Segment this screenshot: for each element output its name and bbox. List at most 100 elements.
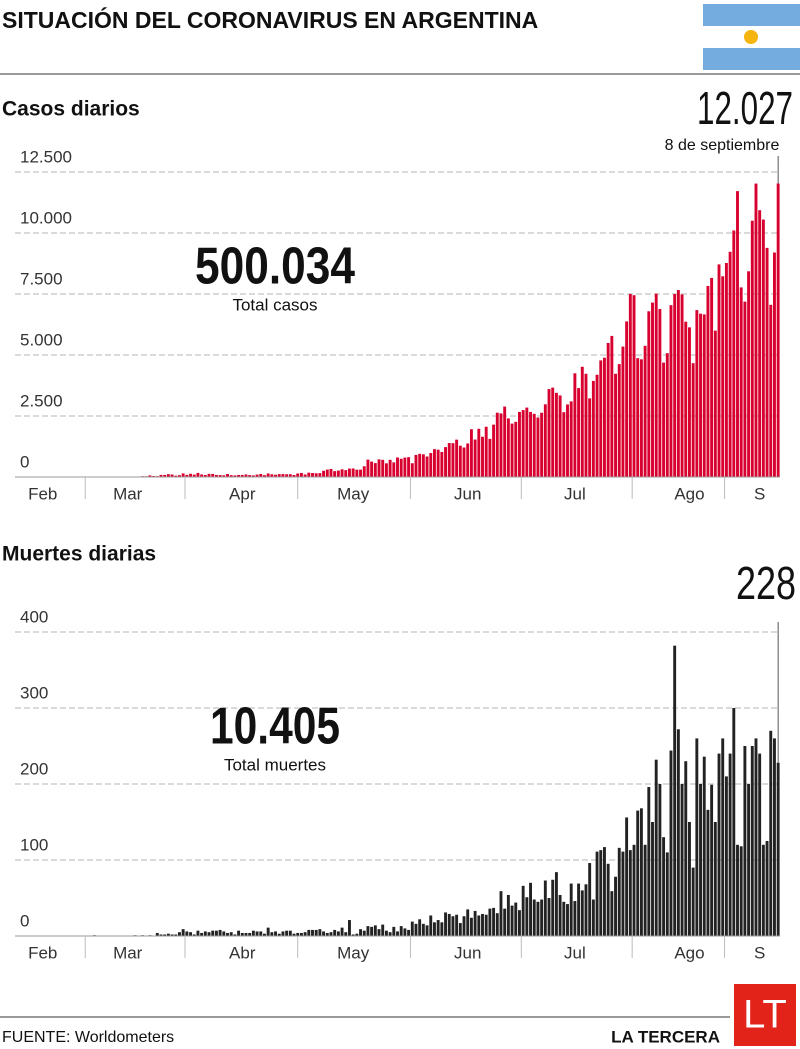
bar <box>348 468 351 477</box>
bar <box>639 808 643 936</box>
bar <box>263 475 266 477</box>
y-tick-label: 12.500 <box>20 147 72 166</box>
bar <box>518 910 521 936</box>
bar <box>776 183 780 477</box>
bar <box>174 934 178 936</box>
bar <box>551 879 555 936</box>
bar <box>510 423 514 477</box>
bar <box>684 321 688 477</box>
x-tick-label: May <box>337 943 370 962</box>
bar <box>577 883 581 936</box>
bar <box>506 894 510 936</box>
bar <box>492 907 496 936</box>
bar <box>658 784 662 936</box>
bar <box>255 931 259 936</box>
bar <box>203 474 207 477</box>
bar <box>214 474 218 477</box>
bar <box>248 932 252 936</box>
bar <box>769 304 773 477</box>
bar <box>554 392 558 477</box>
bar <box>222 931 226 936</box>
bar <box>547 389 551 477</box>
bar <box>329 932 333 936</box>
bar <box>713 330 717 477</box>
bar <box>639 359 643 477</box>
bar <box>758 753 762 936</box>
bar <box>473 439 477 477</box>
bar <box>765 247 769 477</box>
bar <box>377 929 381 936</box>
x-tick-label: Ago <box>674 943 704 962</box>
bar <box>588 863 592 936</box>
bar <box>721 738 725 936</box>
bar <box>370 926 374 936</box>
bar <box>429 915 433 936</box>
bar <box>370 461 374 477</box>
bar <box>702 314 706 477</box>
bar <box>651 822 654 936</box>
bar <box>525 407 529 477</box>
bar <box>373 463 377 477</box>
bar <box>599 850 603 936</box>
bar <box>266 927 270 936</box>
chart-title: Casos diarios <box>2 98 140 121</box>
bar <box>632 295 636 477</box>
bar <box>270 474 274 477</box>
bar <box>333 929 337 936</box>
bar <box>665 353 669 477</box>
bar <box>418 453 422 477</box>
x-tick-label: Mar <box>113 943 143 962</box>
bar <box>414 923 418 936</box>
bar <box>351 934 355 936</box>
x-tick-label: Abr <box>229 943 256 962</box>
bar <box>418 919 422 936</box>
bar <box>399 458 403 477</box>
bar <box>580 366 584 477</box>
bar <box>617 847 621 936</box>
bar <box>625 321 629 477</box>
bar <box>159 934 163 936</box>
bar <box>710 784 714 936</box>
bar <box>433 449 436 477</box>
bar <box>469 429 473 477</box>
y-tick-label: 7.500 <box>20 269 63 288</box>
bar <box>211 473 215 477</box>
bar <box>292 475 296 477</box>
bar <box>270 932 274 936</box>
chart-title: Muertes diarias <box>2 543 156 566</box>
bar <box>702 756 706 936</box>
bar <box>717 264 721 477</box>
bar <box>421 923 425 936</box>
bar <box>281 931 285 936</box>
bar <box>532 413 536 477</box>
bar <box>410 921 414 936</box>
bar <box>739 287 743 477</box>
bar <box>200 474 204 477</box>
y-tick-label: 5.000 <box>20 330 63 349</box>
bar <box>166 933 170 936</box>
bar <box>747 271 751 477</box>
bar <box>303 932 307 936</box>
bar <box>440 922 444 936</box>
bar <box>514 902 518 936</box>
total-value: 10.405 <box>210 698 340 756</box>
bar <box>747 784 751 936</box>
bar <box>466 443 470 477</box>
bar <box>750 220 754 477</box>
bar <box>499 413 503 477</box>
bar <box>566 904 569 936</box>
bar <box>736 191 739 477</box>
bar <box>773 252 776 477</box>
bar <box>296 932 300 936</box>
bar <box>621 346 625 477</box>
bar <box>218 929 222 936</box>
bar <box>322 470 326 477</box>
bar <box>455 439 459 477</box>
bar <box>255 474 259 477</box>
bar <box>691 867 695 936</box>
bar <box>514 421 518 477</box>
bar <box>226 473 229 477</box>
bar <box>348 920 351 936</box>
y-tick-label: 0 <box>20 452 29 471</box>
bar <box>192 474 196 477</box>
